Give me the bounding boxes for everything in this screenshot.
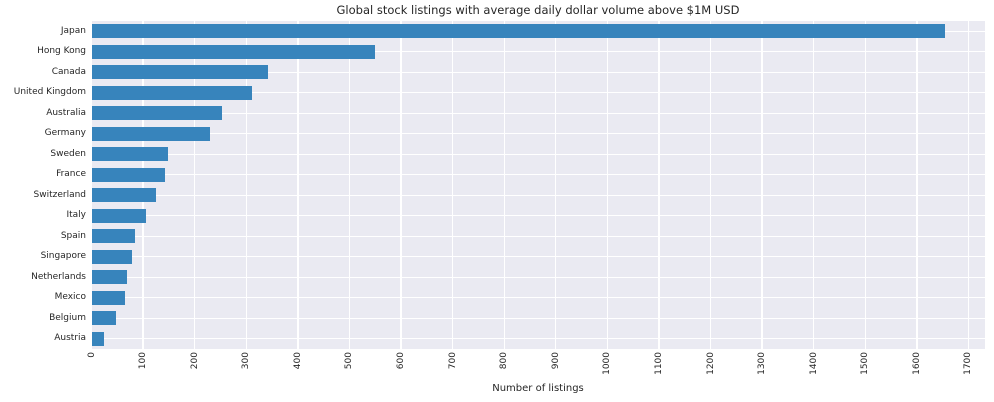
- x-tick-label: 1500: [860, 352, 871, 375]
- gridline-horizontal: [91, 276, 985, 278]
- y-tick-label: Australia: [46, 107, 86, 118]
- y-tick-label: Canada: [51, 66, 86, 77]
- gridline-vertical: [967, 21, 970, 349]
- y-tick-label: Belgium: [49, 312, 86, 323]
- y-tick-label: Spain: [60, 230, 86, 241]
- x-tick-label: 0: [86, 352, 97, 358]
- y-tick-label: Japan: [60, 25, 86, 36]
- y-tick-label: France: [56, 169, 86, 180]
- x-tick-label: 900: [550, 352, 561, 370]
- y-tick-label: Singapore: [40, 251, 86, 262]
- gridline-horizontal: [91, 92, 985, 94]
- gridline-vertical: [297, 21, 299, 349]
- bar-canada: [91, 65, 268, 80]
- gridline-vertical: [451, 21, 454, 349]
- y-tick-label: Germany: [44, 128, 86, 139]
- gridline-horizontal: [91, 71, 985, 73]
- bar-belgium: [91, 311, 116, 326]
- bar-spain: [91, 229, 136, 244]
- gridline-horizontal: [91, 215, 985, 217]
- x-tick-label: 700: [447, 352, 458, 370]
- gridline-vertical: [916, 21, 918, 349]
- gridline-horizontal: [91, 317, 985, 319]
- plot-area: [90, 21, 985, 349]
- x-tick-label: 1300: [757, 352, 768, 375]
- y-tick-label: Sweden: [50, 148, 86, 159]
- bar-netherlands: [91, 270, 127, 285]
- x-tick-label: 800: [499, 352, 510, 370]
- y-tick-label: Austria: [54, 333, 86, 344]
- bar-hong-kong: [91, 44, 376, 59]
- gridline-vertical: [348, 21, 351, 349]
- y-tick-label: Italy: [66, 210, 86, 221]
- x-tick-label: 1100: [653, 352, 664, 375]
- x-tick-label: 200: [189, 352, 200, 370]
- y-tick-label: Mexico: [54, 292, 86, 303]
- gridline-vertical: [658, 21, 660, 349]
- gridline-vertical: [400, 21, 402, 349]
- gridline-horizontal: [91, 297, 985, 299]
- x-tick-label: 400: [292, 352, 303, 370]
- y-tick-label: Switzerland: [33, 189, 87, 200]
- gridline-horizontal: [91, 112, 985, 114]
- gridline-vertical: [606, 21, 609, 349]
- gridline-vertical: [503, 21, 505, 349]
- gridline-vertical: [761, 21, 763, 349]
- bar-switzerland: [91, 188, 156, 203]
- x-tick-label: 1000: [602, 352, 613, 375]
- gridline-horizontal: [91, 133, 985, 135]
- gridline-horizontal: [91, 194, 985, 196]
- gridline-vertical: [864, 21, 866, 349]
- x-tick-label: 1400: [808, 352, 819, 375]
- chart-title: Global stock listings with average daily…: [336, 3, 740, 17]
- bar-australia: [91, 106, 223, 121]
- bar-japan: [91, 24, 946, 39]
- gridline-vertical: [709, 21, 712, 349]
- x-tick-label: 600: [396, 352, 407, 370]
- x-tick-label: 1200: [705, 352, 716, 375]
- bar-italy: [91, 208, 147, 223]
- x-tick-label: 500: [344, 352, 355, 370]
- x-tick-label: 1700: [963, 352, 974, 375]
- gridline-horizontal: [91, 235, 985, 237]
- y-tick-label: Netherlands: [31, 271, 86, 282]
- y-tick-label: Hong Kong: [37, 46, 86, 57]
- gridline-vertical: [193, 21, 196, 349]
- bar-austria: [91, 331, 104, 346]
- bar-france: [91, 167, 166, 182]
- x-tick-label: 100: [138, 352, 149, 370]
- gridline-vertical: [813, 21, 815, 349]
- x-axis-label: Number of listings: [492, 383, 584, 394]
- bar-united-kingdom: [91, 85, 252, 100]
- gridline-vertical: [555, 21, 557, 349]
- gridline-horizontal: [91, 153, 985, 155]
- gridline-vertical: [245, 21, 247, 349]
- y-tick-label: United Kingdom: [13, 87, 86, 98]
- bar-sweden: [91, 147, 168, 162]
- bar-singapore: [91, 249, 132, 264]
- gridline-horizontal: [91, 338, 985, 340]
- x-tick-label: 1600: [911, 352, 922, 375]
- bar-mexico: [91, 290, 125, 305]
- gridline-vertical: [142, 21, 144, 349]
- gridline-vertical: [90, 21, 93, 349]
- x-tick-label: 300: [241, 352, 252, 370]
- bar-germany: [91, 126, 211, 141]
- gridline-horizontal: [91, 51, 985, 53]
- gridline-horizontal: [91, 256, 985, 258]
- gridline-horizontal: [91, 174, 985, 176]
